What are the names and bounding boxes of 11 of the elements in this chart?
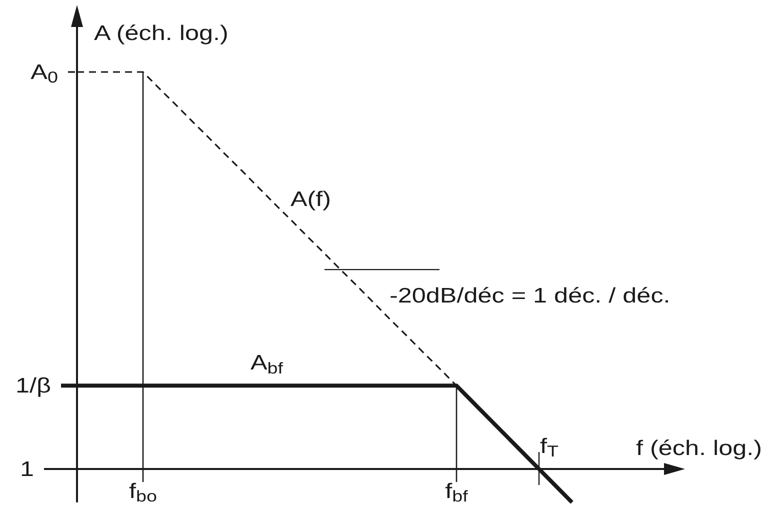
series-label: A$_{bf}$: [250, 350, 284, 378]
text: A$_{0}$: [30, 60, 58, 87]
x-tick-label: f$_{bo}$: [128, 478, 158, 506]
annotation: f$_{T}$: [540, 434, 559, 461]
x-axis-title: f (éch. log.): [636, 436, 762, 460]
text: 1/β: [15, 374, 51, 398]
x-tick-label: f$_{bf}$: [445, 478, 468, 506]
annotation: -20dB/déc = 1 déc. / déc.: [390, 284, 670, 308]
y-axis-title: A (éch. log.): [94, 20, 228, 45]
series-label: A(f): [290, 186, 332, 210]
text: 1: [20, 456, 34, 481]
